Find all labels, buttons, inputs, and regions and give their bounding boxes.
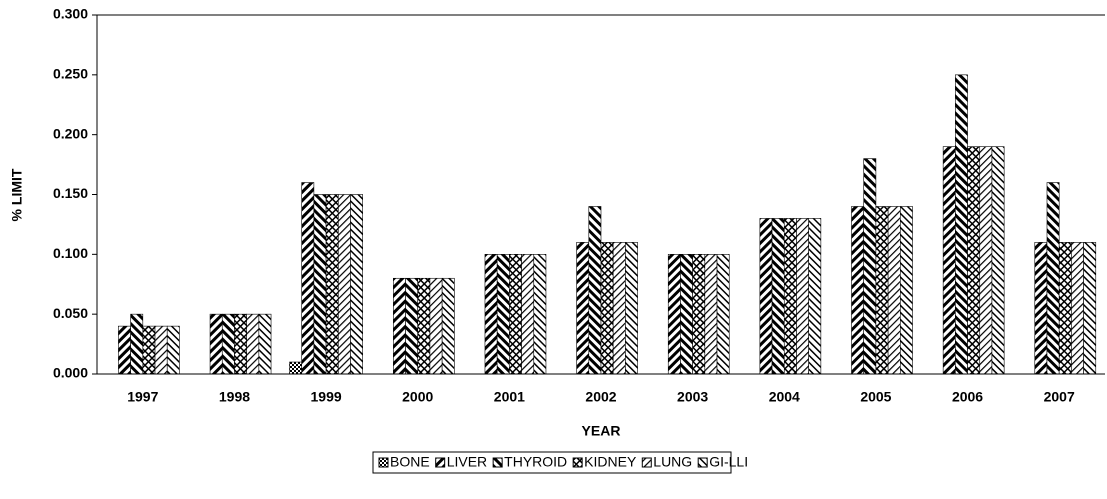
x-tick-label: 2005: [860, 389, 891, 405]
x-tick-label: 1999: [311, 389, 342, 405]
bar: [851, 206, 865, 375]
legend-label: GI-LLI: [709, 454, 748, 470]
bar: [118, 325, 131, 375]
bar: [967, 146, 981, 375]
bar: [704, 254, 718, 375]
bar: [301, 182, 315, 375]
bar: [246, 313, 260, 375]
bar: [588, 206, 602, 375]
bar: [808, 218, 822, 375]
bar: [350, 194, 363, 375]
bar: [783, 218, 797, 375]
y-axis-label: % LIMIT: [9, 168, 25, 221]
bar: [337, 194, 351, 375]
bar: [325, 194, 339, 375]
legend-label: BONE: [390, 454, 430, 470]
y-tick-label: 0.100: [53, 245, 88, 261]
bar: [667, 254, 681, 375]
legend-label: LIVER: [447, 454, 487, 470]
bar: [1046, 182, 1060, 375]
bar: [692, 254, 706, 375]
bar: [393, 277, 406, 375]
bar: [1083, 242, 1097, 375]
legend-swatch: [697, 457, 708, 468]
y-tick-label: 0.150: [53, 185, 88, 201]
legend-swatch: [641, 457, 652, 468]
x-tick-label: 2002: [585, 389, 616, 405]
bar: [496, 254, 510, 375]
bar: [991, 146, 1005, 375]
bar: [979, 146, 993, 375]
bar: [942, 146, 956, 375]
x-tick-label: 2004: [769, 389, 800, 405]
bar: [130, 313, 144, 375]
x-tick-label: 2007: [1044, 389, 1075, 405]
y-tick-label: 0.200: [53, 125, 88, 141]
bar: [625, 242, 638, 375]
legend-label: THYROID: [504, 454, 567, 470]
legend-swatch: [378, 457, 389, 468]
y-tick-label: 0.000: [53, 365, 88, 381]
legend-swatch: [435, 457, 446, 468]
bar: [221, 313, 235, 375]
bar: [166, 325, 180, 375]
bar: [313, 194, 327, 375]
y-tick-label: 0.250: [53, 66, 88, 82]
bar: [533, 254, 547, 375]
legend-swatch: [492, 457, 503, 468]
x-axis-label: YEAR: [582, 423, 621, 439]
bar: [875, 206, 889, 375]
bar: [258, 313, 272, 375]
bar: [576, 242, 590, 375]
legend-swatch: [572, 457, 583, 468]
bar: [142, 325, 156, 375]
bar: [900, 206, 913, 375]
bar: [887, 206, 901, 375]
bar: [716, 254, 730, 375]
bar: [612, 242, 626, 375]
bar: [863, 158, 877, 375]
bar: [600, 242, 614, 375]
bar: [1071, 242, 1084, 375]
bar: [484, 254, 498, 375]
bar: [209, 313, 223, 375]
bar: [509, 254, 522, 375]
bar: [1058, 242, 1072, 375]
bar: [759, 218, 773, 375]
bar: [771, 218, 785, 375]
legend-box: [372, 451, 732, 474]
legend-label: LUNG: [653, 454, 692, 470]
x-tick-label: 2000: [402, 389, 433, 405]
bar: [405, 277, 419, 375]
bar: [289, 361, 302, 375]
x-tick-label: 2006: [952, 389, 983, 405]
bar: [429, 277, 443, 375]
bar: [521, 254, 535, 375]
y-tick-label: 0.300: [53, 6, 88, 22]
x-tick-label: 1998: [219, 389, 250, 405]
bar: [955, 74, 968, 375]
bar: [154, 325, 168, 375]
bar: [796, 218, 809, 375]
legend-label: KIDNEY: [584, 454, 637, 470]
bar: [680, 254, 693, 375]
y-tick-label: 0.050: [53, 305, 88, 321]
bar: [441, 277, 455, 375]
bar: [234, 313, 247, 375]
bar: [1034, 242, 1048, 375]
x-tick-label: 2003: [677, 389, 708, 405]
x-tick-label: 1997: [127, 389, 158, 405]
x-tick-label: 2001: [494, 389, 525, 405]
bar: [417, 277, 431, 375]
